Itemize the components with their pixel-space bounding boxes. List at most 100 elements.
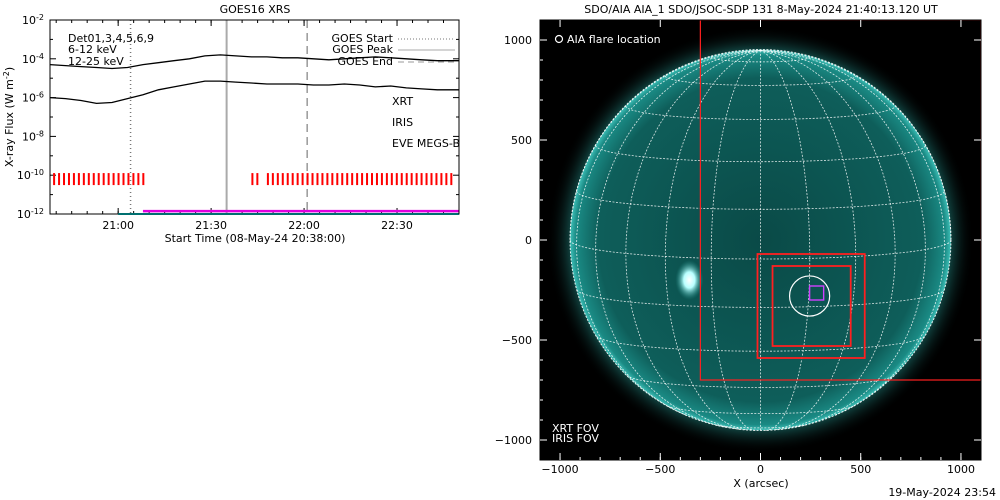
goes-plot-area <box>49 20 459 215</box>
xrt-observation-tick <box>142 173 145 186</box>
xrt-observation-tick <box>53 173 56 186</box>
xrt-observation-tick <box>415 173 418 186</box>
aia-panel: SDO/AIA AIA_1 SDO/JSOC-SDP 131 8-May-202… <box>495 3 996 499</box>
aia-x-tick-labels: −1000 −500 0 500 1000 <box>541 20 975 476</box>
xrt-fov-box <box>699 20 981 381</box>
xrt-observation-tick <box>72 173 75 186</box>
legend-goes-start: GOES Start <box>332 32 394 45</box>
xrt-observation-tick <box>132 173 135 186</box>
goes-flux-curve-1 <box>49 80 459 105</box>
latitude-gridline <box>667 405 854 414</box>
aia-y-tick-label: 500 <box>511 134 532 147</box>
xrt-observation-tick <box>102 173 105 186</box>
goes-y-tick-label: 10-12 <box>17 207 44 221</box>
xrt-observation-tick <box>425 173 428 186</box>
aia-image <box>547 20 981 454</box>
xrt-observation-tick <box>400 173 403 186</box>
fov-legend-iris: IRIS FOV <box>552 432 599 445</box>
xrt-observation-tick <box>351 173 354 186</box>
xrt-observation-tick <box>326 173 329 186</box>
xrt-observation-tick <box>87 173 90 186</box>
xrt-fov-box <box>771 265 852 347</box>
xrt-observation-tick <box>420 173 423 186</box>
xrt-observation-tick <box>291 173 294 186</box>
xrt-observation-tick <box>371 173 374 186</box>
xrt-observation-tick <box>450 173 453 186</box>
xrt-observation-tick <box>67 173 70 186</box>
aia-y-tick-label: −500 <box>502 334 532 347</box>
xrt-observation-tick <box>82 173 85 186</box>
marker-legend: GOES Start GOES Peak GOES End <box>332 32 455 68</box>
latitude-gridline <box>625 105 896 120</box>
flare-legend-icon <box>554 34 564 44</box>
aia-title: SDO/AIA AIA_1 SDO/JSOC-SDP 131 8-May-202… <box>584 3 938 16</box>
goes-y-tick-label: 10-8 <box>22 129 44 143</box>
xrt-observation-tick <box>366 173 369 186</box>
goes-frame <box>49 19 460 215</box>
energy-band-6-12: 6-12 keV <box>68 43 117 56</box>
longitude-gridline <box>760 50 857 431</box>
xrt-observation-tick <box>361 173 364 186</box>
longitude-gridline <box>625 50 761 430</box>
flare-legend-label: AIA flare location <box>567 33 661 46</box>
goes-xlabel: Start Time (08-May-24 20:38:00) <box>165 232 346 245</box>
longitude-gridline <box>760 50 811 431</box>
xrt-observation-tick <box>395 173 398 186</box>
xrt-fov-box <box>756 253 866 359</box>
xrt-observation-tick <box>356 173 359 186</box>
longitude-gridline <box>595 50 761 428</box>
longitude-gridline <box>760 50 926 428</box>
fov-legend-xrt: XRT FOV <box>552 422 599 435</box>
iris-fov-box <box>808 285 825 301</box>
energy-band-12-25: 12-25 keV <box>68 55 124 68</box>
latitude-gridline <box>596 336 925 352</box>
xrt-observation-tick <box>380 173 383 186</box>
xrt-observation-tick <box>63 173 66 186</box>
xrt-observation-tick <box>311 173 314 186</box>
xrt-observation-tick <box>117 173 120 186</box>
bright-active-region <box>675 260 704 300</box>
goes-title: GOES16 XRS <box>220 3 291 16</box>
latitude-gridline <box>715 424 806 429</box>
longitude-gridline <box>710 50 761 431</box>
longitude-gridline <box>760 50 896 430</box>
xrt-observation-tick <box>107 173 110 186</box>
xrt-observation-tick <box>266 173 269 186</box>
aia-x-tick-label: 1000 <box>947 463 975 476</box>
footer-timestamp: 19-May-2024 23:54 <box>888 486 996 499</box>
aia-y-tick-label: −1000 <box>495 434 532 447</box>
xrt-observation-tick <box>296 173 299 186</box>
aia-xlabel: X (arcsec) <box>733 477 788 490</box>
xrt-observation-tick <box>346 173 349 186</box>
xrt-observation-tick <box>112 173 115 186</box>
xrt-observation-tick <box>301 173 304 186</box>
xrt-observation-tick <box>58 173 61 186</box>
aia-y-tick-label: 1000 <box>504 34 532 47</box>
xrt-observation-tick <box>281 173 284 186</box>
goes-y-tick-label: 10-2 <box>22 13 44 27</box>
xrt-observation-tick <box>286 173 289 186</box>
xrt-observation-tick <box>341 173 344 186</box>
legend-goes-end: GOES End <box>337 55 393 68</box>
goes-xrs-panel: GOES16 XRS X-ray Flux (W m-2) 10-2 10-4 10… <box>2 3 460 245</box>
legend-goes-peak: GOES Peak <box>332 43 393 56</box>
goes-ylabel: X-ray Flux (W m-2) <box>2 67 16 167</box>
instrument-eve: EVE MEGS-B <box>392 137 460 150</box>
xrt-observation-tick <box>271 173 274 186</box>
aia-x-tick-label: −500 <box>645 463 675 476</box>
goes-y-tick-label: 10-10 <box>17 168 44 182</box>
xrt-observation-tick <box>430 173 433 186</box>
longitude-gridline <box>664 50 761 431</box>
xrt-observation-tick <box>445 173 448 186</box>
longitude-gridline <box>760 50 945 416</box>
xrt-observation-tick <box>92 173 95 186</box>
xrt-observation-tick <box>251 173 254 186</box>
xrt-observation-tick <box>405 173 408 186</box>
xrt-observation-tick <box>331 173 334 186</box>
xrt-observation-tick <box>410 173 413 186</box>
goes-y-tick-label: 10-4 <box>22 52 44 66</box>
instrument-iris: IRIS <box>392 116 413 129</box>
flare-location-circle <box>788 275 831 317</box>
goes-y-tick-labels: 10-2 10-4 10-6 10-8 10-10 10-12 <box>17 13 459 221</box>
